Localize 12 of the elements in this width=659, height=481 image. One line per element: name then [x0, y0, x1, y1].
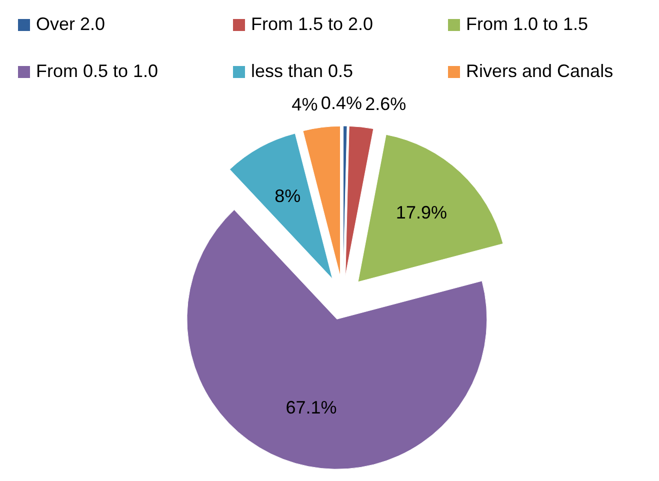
data-label: 2.6% — [365, 94, 406, 114]
legend-label: Over 2.0 — [36, 14, 106, 34]
data-label: 4% — [292, 94, 318, 114]
legend-label: less than 0.5 — [251, 61, 354, 81]
data-label: 67.1% — [286, 397, 337, 418]
legend-label: From 1.0 to 1.5 — [466, 14, 588, 34]
legend-label: From 0.5 to 1.0 — [36, 61, 158, 81]
data-label: 0.4% — [320, 92, 362, 113]
data-label: 17.9% — [396, 202, 447, 223]
data-label: 8% — [274, 186, 301, 206]
legend-label: Rivers and Canals — [466, 61, 614, 81]
legend-label: From 1.5 to 2.0 — [251, 14, 374, 34]
